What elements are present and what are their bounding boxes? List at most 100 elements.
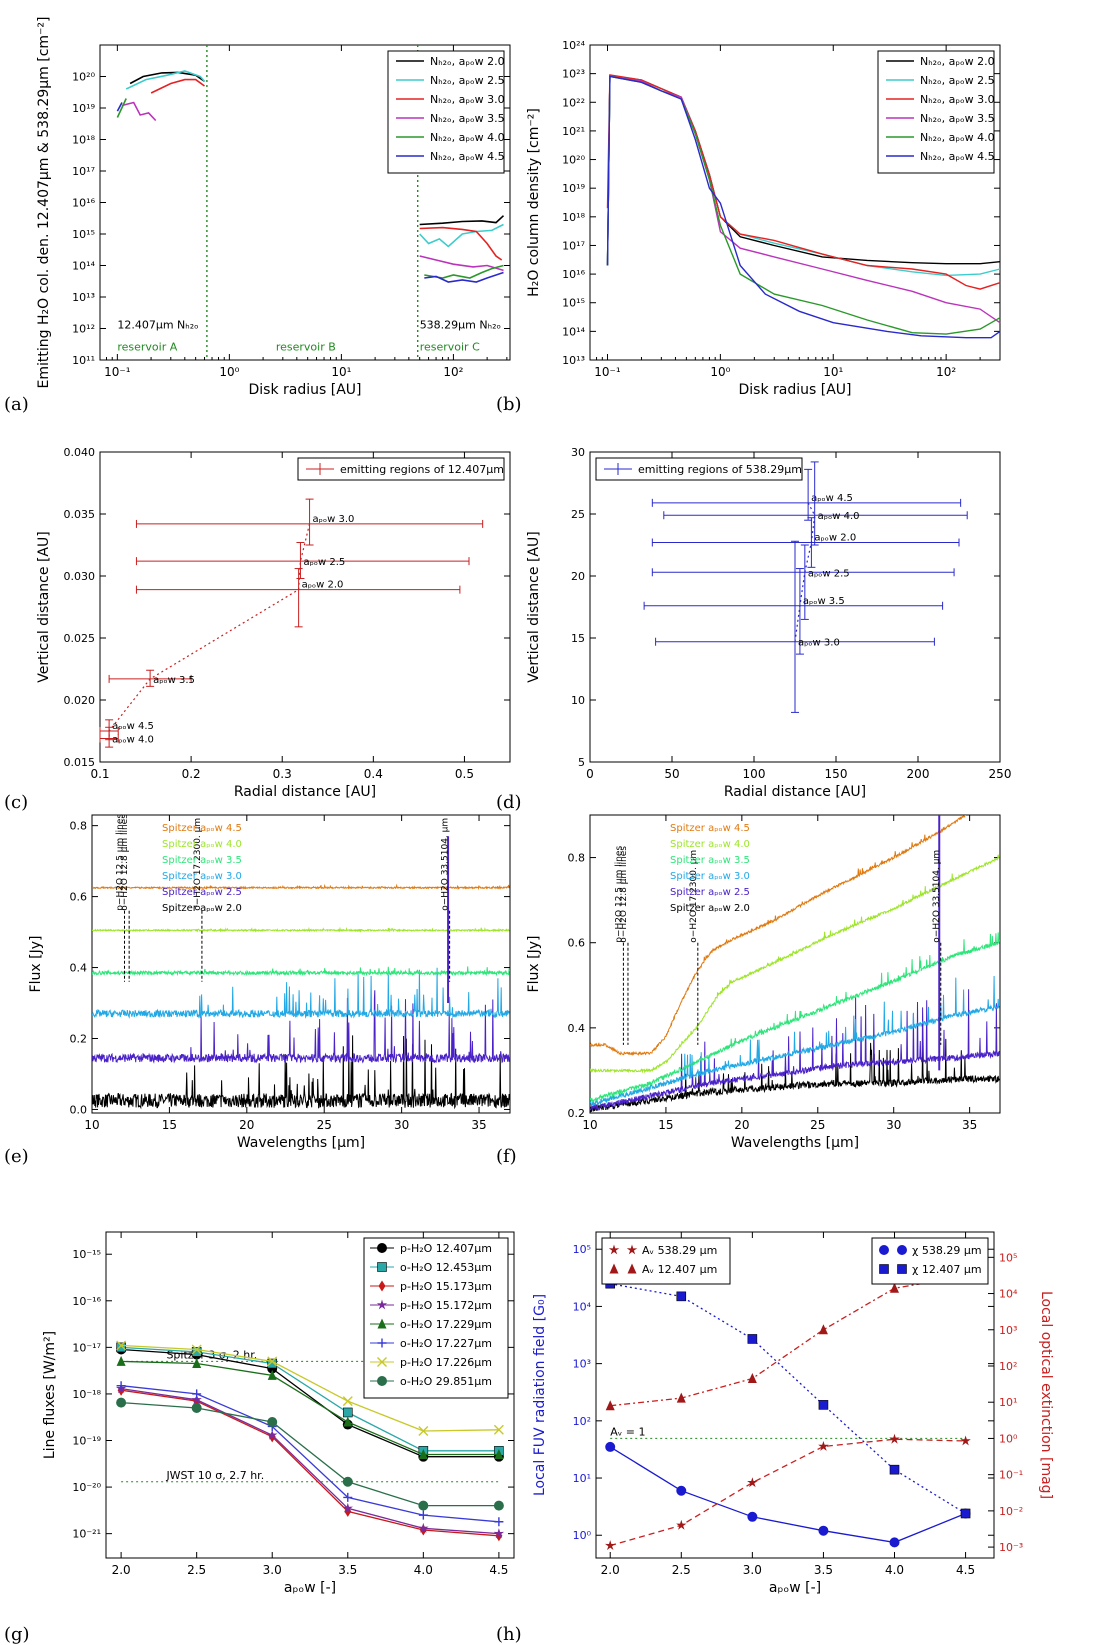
legend-marker: [879, 1264, 889, 1274]
plot-frame: [589, 814, 1001, 1114]
x-tick-label: 50: [664, 767, 679, 781]
y-axis-label: Flux [Jy]: [526, 936, 542, 993]
y-tick-label: 0.6: [568, 937, 586, 950]
y2-axis-label: Local optical extinction [mag]: [1038, 1291, 1054, 1499]
line-marker-label: o−H2O 12.8 μm lines: [619, 846, 629, 943]
y-tick-label: 10¹⁵: [72, 228, 95, 241]
y-tick-label: 0.2: [568, 1107, 586, 1120]
legend-entry: Nₕ₂ₒ, aₚₒw 4.5: [430, 150, 505, 163]
legend-entry: χ 538.29 μm: [912, 1244, 982, 1257]
legend-entry: Spitzer aₚₒw 2.0: [162, 903, 242, 914]
x-tick-label: 10²: [443, 365, 463, 379]
data-point: [191, 1402, 202, 1413]
data-point: [418, 1500, 429, 1511]
data-point: [747, 1477, 758, 1488]
y-tick-label: 10¹⁴: [562, 325, 585, 338]
series-line: [121, 1344, 499, 1432]
legend-marker: [376, 1299, 388, 1310]
legend-entry: Spitzer aₚₒw 3.5: [670, 855, 750, 866]
x-tick-label: 35: [471, 1118, 486, 1132]
x-tick-label: 2.0: [112, 1563, 131, 1577]
x-tick-label: 15: [162, 1118, 177, 1132]
legend-entry: o-H₂O 17.229μm: [400, 1318, 492, 1331]
data-point: [676, 1519, 687, 1530]
data-point: [418, 1426, 429, 1436]
data-point: [889, 1537, 900, 1548]
x-tick-label: 3.0: [743, 1563, 762, 1577]
data-point: [493, 1500, 504, 1511]
x-axis-label: Disk radius [AU]: [249, 382, 362, 398]
annotation: 538.29μm Nₕ₂ₒ: [420, 319, 501, 332]
data-point: [418, 1522, 429, 1533]
series-line: [606, 74, 1001, 290]
plot-frame: [91, 814, 511, 1114]
x-axis-label: aₚₒw [-]: [769, 1580, 821, 1596]
annotation: reservoir B: [276, 341, 336, 354]
data-point: [192, 1358, 202, 1369]
legend-entry: Nₕ₂ₒ, aₚₒw 2.5: [430, 74, 505, 87]
series-line: [419, 215, 505, 226]
y-tick-label: 0.020: [64, 694, 96, 707]
panel-label: (d): [496, 792, 522, 813]
y-tick-label: 10¹⁸: [562, 211, 585, 224]
x-tick-label: 100: [743, 767, 766, 781]
data-point: [418, 1449, 428, 1460]
panel-c: 0.1 0.2 0.3 0.4 0.5 0.015 0.020 0.025 0.030 0.035…: [36, 446, 511, 800]
legend-entry: Nₕ₂ₒ, aₚₒw 4.0: [920, 131, 995, 144]
y-tick-label: 20: [571, 570, 585, 583]
y-tick-label: 10¹⁸: [72, 134, 95, 147]
x-tick-label: 2.0: [601, 1563, 620, 1577]
legend-marker: [377, 1376, 387, 1386]
data-point: [267, 1356, 278, 1367]
legend-marker: [377, 1262, 387, 1272]
spectrum-line: [590, 989, 1000, 1112]
x-tick-label: 250: [989, 767, 1012, 781]
data-point: [342, 1502, 353, 1513]
spectrum-line: [590, 1038, 1000, 1113]
y-tick-label: 10⁻²⁰: [72, 1481, 101, 1494]
legend-entry: Nₕ₂ₒ, aₚₒw 4.5: [920, 150, 995, 163]
data-point: [192, 1389, 202, 1399]
line-marker-label: p−H2O 12.5 μm lines: [614, 846, 624, 943]
data-point: [676, 1291, 687, 1302]
point-label: aₚₒw 3.5: [803, 596, 845, 607]
legend-entry: Spitzer aₚₒw 4.0: [670, 839, 750, 850]
series-line: [424, 264, 504, 279]
y2-tick-label: 10⁴: [999, 1288, 1018, 1301]
series-line: [610, 1438, 966, 1547]
x-tick-label: 10: [84, 1118, 99, 1132]
y-tick-label: 0.8: [568, 852, 586, 865]
y2-tick-label: 10⁰: [999, 1432, 1018, 1445]
y2-tick-label: 10⁻²: [999, 1505, 1023, 1518]
legend-marker: [897, 1264, 907, 1274]
x-tick-label: 200: [907, 767, 930, 781]
y-tick-label: 10¹: [573, 1472, 591, 1485]
data-point: [116, 1355, 126, 1366]
series-line: [121, 1360, 499, 1456]
x-tick-label: 150: [825, 767, 848, 781]
panel-label: (g): [4, 1624, 30, 1645]
data-point: [818, 1400, 829, 1410]
legend-entry: o-H₂O 29.851μm: [400, 1375, 492, 1388]
y2-tick-label: 10⁵: [999, 1251, 1017, 1264]
y-tick-label: 0.4: [568, 1022, 586, 1035]
y-tick-label: 0.4: [70, 962, 88, 975]
legend-entry: Nₕ₂ₒ, aₚₒw 2.0: [430, 55, 505, 68]
data-point: [418, 1510, 428, 1520]
series-line: [121, 1387, 499, 1535]
panel-h: 2.0 2.5 3.0 3.5 4.0 4.5 10⁰ 10¹ 10² 10³ 10⁴ 10⁵ aₚₒw…: [532, 1231, 1054, 1596]
data-point: [889, 1433, 900, 1444]
legend-entry: Nₕ₂ₒ, aₚₒw 4.0: [430, 131, 505, 144]
y2-tick-label: 10¹: [999, 1396, 1017, 1409]
series-line: [150, 78, 205, 94]
x-tick-label: 10¹: [331, 365, 351, 379]
x-tick-label: 4.0: [885, 1563, 904, 1577]
x-axis-label: Radial distance [AU]: [724, 784, 866, 800]
legend-entry: Spitzer aₚₒw 3.0: [162, 871, 242, 882]
series-line: [419, 226, 503, 261]
spectrum-line: [92, 1035, 510, 1110]
connector-line: [794, 502, 816, 642]
y-tick-label: 0.6: [70, 891, 88, 904]
panel-label: (h): [496, 1624, 522, 1645]
y-tick-label: 10²⁰: [562, 154, 585, 167]
